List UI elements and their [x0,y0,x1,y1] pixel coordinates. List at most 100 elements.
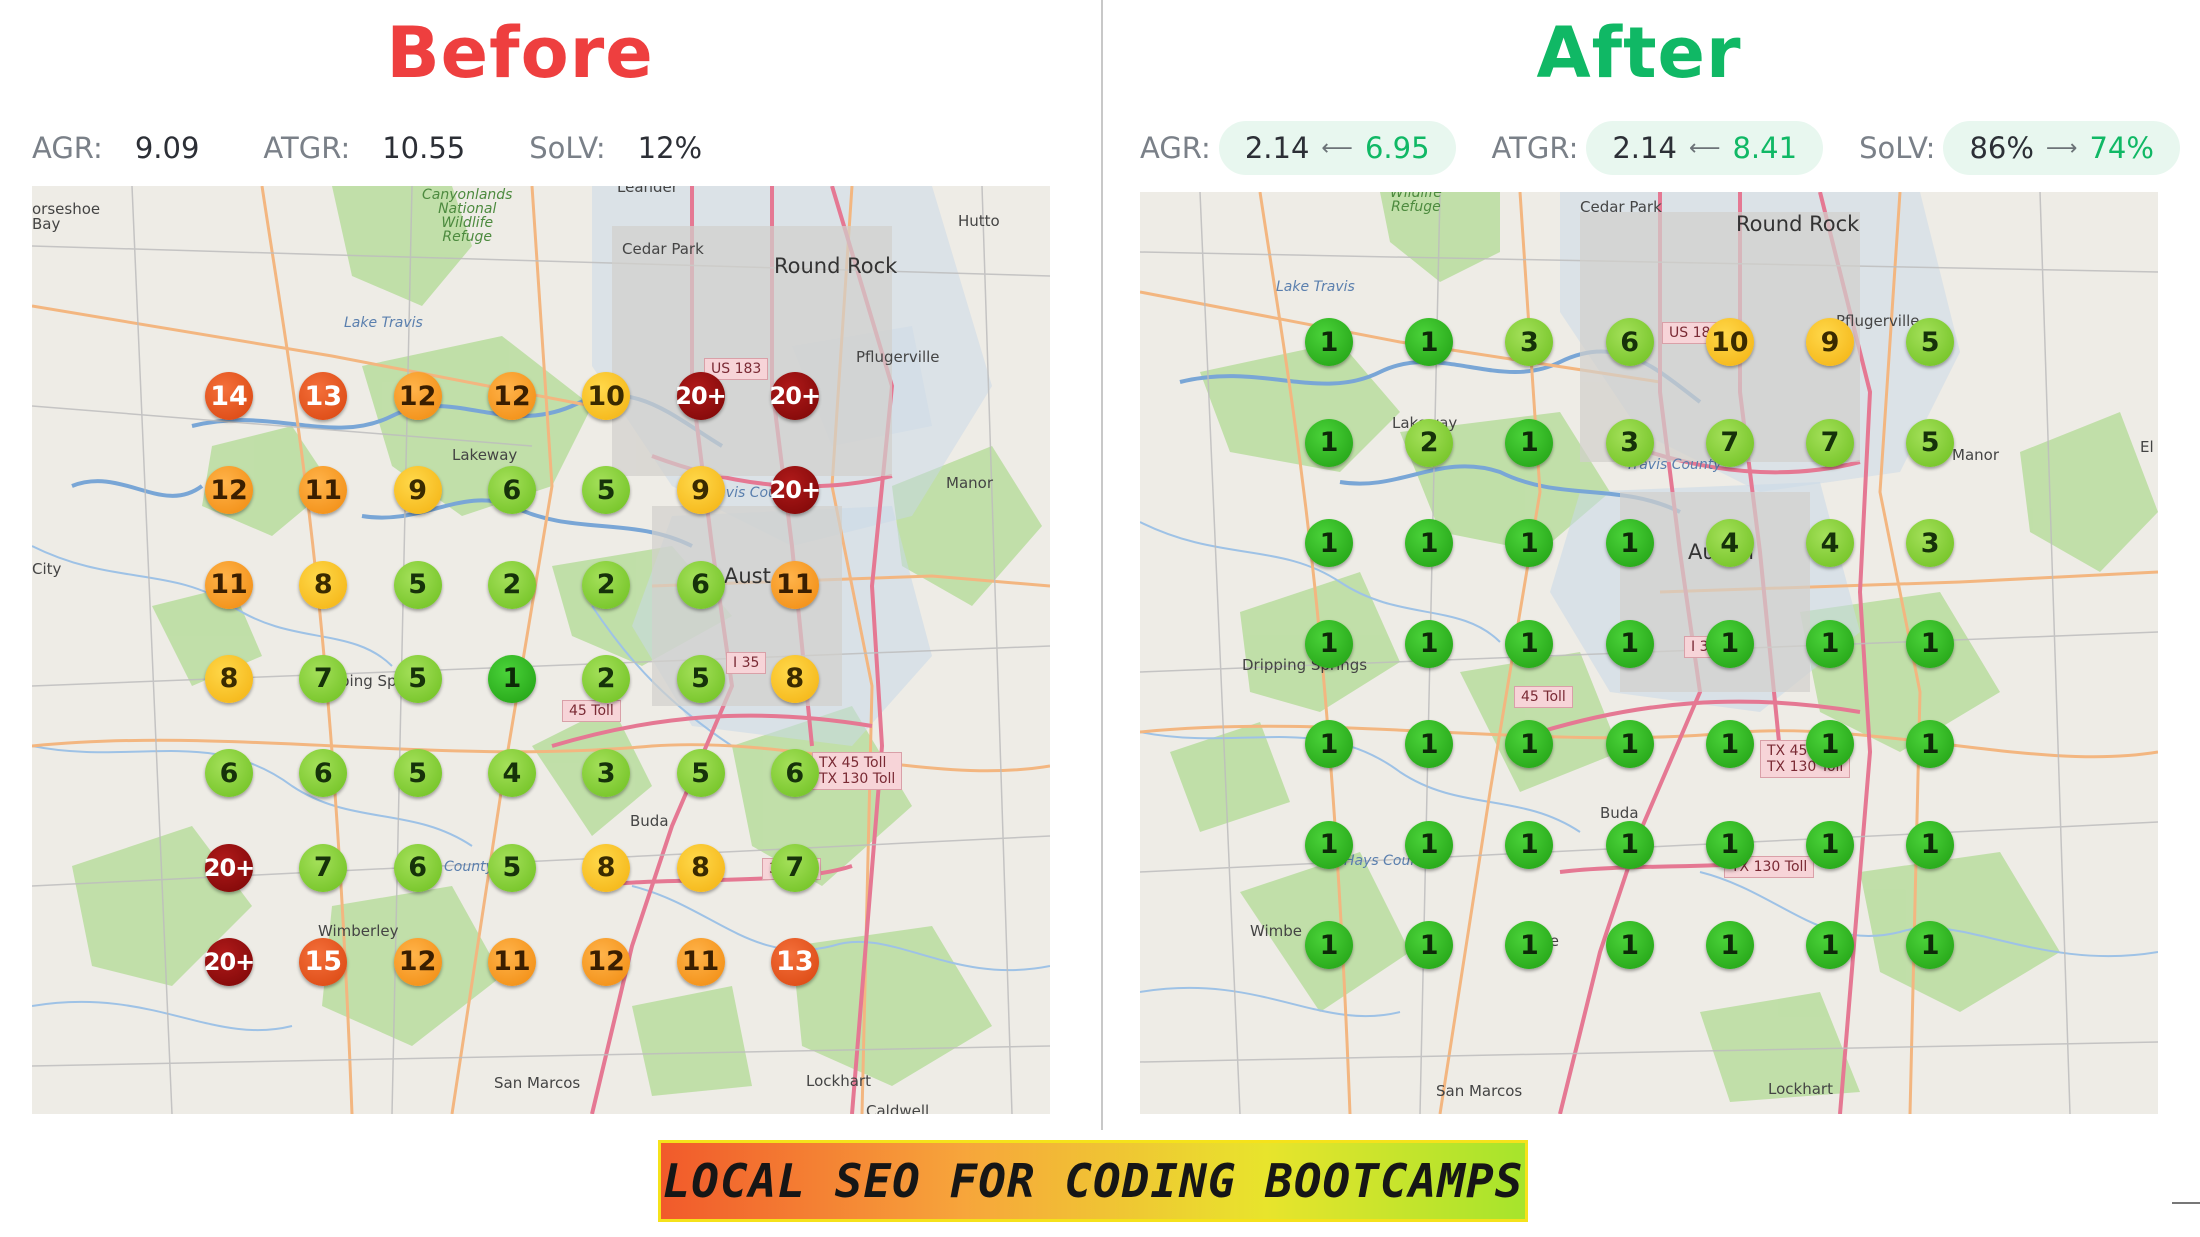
rank-pin[interactable]: 1 [1405,519,1454,567]
rank-pin[interactable]: 5 [393,749,442,798]
rank-pin[interactable]: 14 [205,372,253,420]
rank-pin[interactable]: 15 [299,937,348,986]
rank-pin[interactable]: 1 [1405,921,1454,969]
rank-pin[interactable]: 1 [1906,921,1955,969]
rank-pin[interactable]: 20+ [770,372,821,420]
rank-pin[interactable]: 1 [1906,619,1955,668]
rank-pin[interactable]: 1 [1505,619,1554,668]
rank-pin[interactable]: 8 [582,843,631,892]
before-map[interactable]: orseshoe Bay Canyonlands National Wildli… [32,186,1050,1114]
rank-pin[interactable]: 2 [1405,418,1454,467]
rank-pin[interactable]: 1 [1605,921,1654,969]
rank-pin[interactable]: 1 [1806,619,1854,668]
rank-pin[interactable]: 1 [1806,820,1854,869]
rank-pin[interactable]: 8 [770,654,819,703]
rank-pin[interactable]: 7 [1705,418,1754,467]
rank-pin[interactable]: 13 [299,372,348,420]
rank-pin[interactable]: 12 [205,466,253,515]
rank-pin[interactable]: 6 [299,749,348,798]
rank-pin[interactable]: 11 [676,937,725,986]
rank-pin[interactable]: 1 [1305,519,1353,567]
rank-pin[interactable]: 1 [1405,619,1454,668]
rank-pin[interactable]: 5 [1906,418,1955,467]
rank-pin[interactable]: 12 [393,372,442,420]
rank-pin[interactable]: 4 [487,749,536,798]
rank-pin[interactable]: 11 [770,560,819,609]
rank-pin[interactable]: 5 [393,560,442,609]
rank-pin[interactable]: 1 [1906,820,1955,869]
rank-pin[interactable]: 1 [1806,720,1854,768]
rank-pin[interactable]: 1 [1705,619,1754,668]
rank-pin[interactable]: 1 [1505,720,1554,768]
after-map[interactable]: Wildlife Refuge Cedar Park Round Rock La… [1140,192,2158,1114]
rank-pin[interactable]: 6 [770,749,819,798]
rank-pin[interactable]: 1 [1505,921,1554,969]
rank-pin[interactable]: 1 [1605,720,1654,768]
rank-pin[interactable]: 20+ [204,843,255,892]
rank-pin[interactable]: 3 [1906,519,1955,567]
rank-pin[interactable]: 1 [1505,418,1554,467]
rank-pin[interactable]: 1 [1305,318,1353,366]
rank-pin[interactable]: 5 [1906,318,1955,366]
rank-pin[interactable]: 20+ [204,937,255,986]
rank-pin[interactable]: 7 [770,843,819,892]
rank-pin[interactable]: 4 [1806,519,1854,567]
rank-pin[interactable]: 1 [1405,720,1454,768]
rank-pin[interactable]: 1 [487,654,536,703]
rank-pin[interactable]: 1 [1705,720,1754,768]
rank-pin[interactable]: 1 [1305,921,1353,969]
rank-pin[interactable]: 1 [1806,921,1854,969]
rank-pin[interactable]: 7 [299,654,348,703]
rank-pin[interactable]: 13 [770,937,819,986]
rank-pin[interactable]: 1 [1405,820,1454,869]
rank-pin[interactable]: 9 [676,466,725,515]
rank-pin[interactable]: 8 [676,843,725,892]
rank-pin[interactable]: 1 [1906,720,1955,768]
rank-pin[interactable]: 5 [487,843,536,892]
rank-pin[interactable]: 6 [1605,318,1654,366]
rank-pin[interactable]: 2 [582,654,631,703]
rank-pin[interactable]: 7 [299,843,348,892]
rank-pin[interactable]: 12 [487,372,536,420]
rank-pin[interactable]: 3 [1605,418,1654,467]
rank-pin[interactable]: 1 [1305,619,1353,668]
rank-pin[interactable]: 20+ [675,372,727,420]
rank-pin[interactable]: 1 [1505,519,1554,567]
rank-pin[interactable]: 8 [205,654,253,703]
rank-pin[interactable]: 1 [1405,318,1454,366]
rank-pin[interactable]: 2 [582,560,631,609]
rank-pin[interactable]: 6 [676,560,725,609]
rank-pin[interactable]: 11 [205,560,253,609]
rank-pin[interactable]: 1 [1305,418,1353,467]
rank-pin[interactable]: 1 [1305,820,1353,869]
rank-pin[interactable]: 3 [1505,318,1554,366]
rank-pin[interactable]: 10 [1705,318,1754,366]
rank-pin[interactable]: 1 [1305,720,1353,768]
rank-pin[interactable]: 8 [299,560,348,609]
rank-pin[interactable]: 12 [393,937,442,986]
rank-pin[interactable]: 1 [1605,519,1654,567]
rank-pin[interactable]: 7 [1806,418,1854,467]
rank-pin[interactable]: 6 [393,843,442,892]
rank-pin[interactable]: 2 [487,560,536,609]
rank-pin[interactable]: 4 [1705,519,1754,567]
rank-pin[interactable]: 12 [582,937,631,986]
rank-pin[interactable]: 6 [205,749,253,798]
rank-pin[interactable]: 1 [1505,820,1554,869]
rank-pin[interactable]: 5 [676,654,725,703]
rank-pin[interactable]: 11 [487,937,536,986]
rank-pin[interactable]: 10 [582,372,631,420]
rank-pin[interactable]: 1 [1605,820,1654,869]
rank-pin[interactable]: 20+ [770,466,821,515]
rank-pin[interactable]: 5 [393,654,442,703]
rank-pin[interactable]: 1 [1705,921,1754,969]
rank-pin[interactable]: 11 [299,466,348,515]
rank-pin[interactable]: 3 [582,749,631,798]
rank-pin[interactable]: 1 [1705,820,1754,869]
rank-pin[interactable]: 9 [1806,318,1854,366]
rank-pin[interactable]: 5 [676,749,725,798]
rank-pin[interactable]: 6 [487,466,536,515]
rank-pin[interactable]: 9 [393,466,442,515]
rank-pin[interactable]: 1 [1605,619,1654,668]
rank-pin[interactable]: 5 [582,466,631,515]
